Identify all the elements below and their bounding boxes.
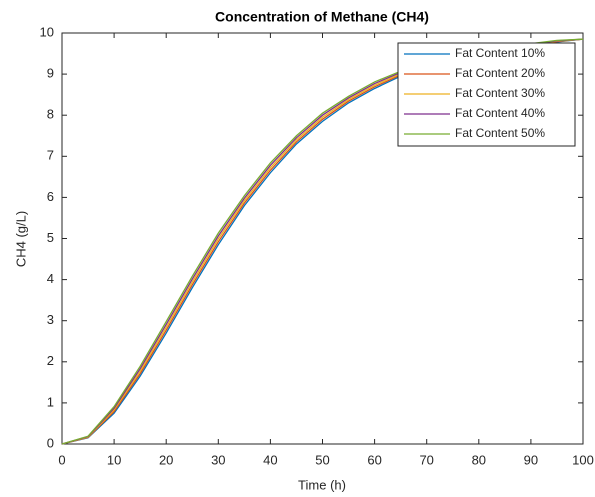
x-tick-label: 50 <box>315 452 329 467</box>
y-tick-label: 5 <box>47 230 54 245</box>
legend-label: Fat Content 20% <box>455 66 545 80</box>
y-tick-label: 9 <box>47 66 54 81</box>
y-tick-label: 2 <box>47 353 54 368</box>
y-tick-label: 8 <box>47 107 54 122</box>
x-tick-label: 0 <box>58 452 65 467</box>
x-tick-label: 100 <box>572 452 594 467</box>
x-tick-label: 30 <box>211 452 225 467</box>
legend-label: Fat Content 40% <box>455 106 545 120</box>
chart-title: Concentration of Methane (CH4) <box>215 9 429 25</box>
y-tick-label: 4 <box>47 271 54 286</box>
legend: Fat Content 10% Fat Content 20% Fat Conten… <box>397 42 576 147</box>
y-tick-label: 6 <box>47 189 54 204</box>
x-tick-label: 20 <box>159 452 173 467</box>
legend-label: Fat Content 10% <box>455 46 545 60</box>
legend-label: Fat Content 50% <box>455 126 545 140</box>
x-axis-label: Time (h) <box>298 477 346 492</box>
x-tick-label: 60 <box>367 452 381 467</box>
x-tick-label: 70 <box>419 452 433 467</box>
x-tick-label: 80 <box>472 452 486 467</box>
y-tick-label: 0 <box>47 435 54 450</box>
y-tick-label: 7 <box>47 148 54 163</box>
y-axis-label: CH4 (g/L) <box>13 211 28 267</box>
y-tick-label: 3 <box>47 312 54 327</box>
x-tick-label: 40 <box>263 452 277 467</box>
y-tick-label: 1 <box>47 394 54 409</box>
legend-label: Fat Content 30% <box>455 86 545 100</box>
x-tick-label: 10 <box>107 452 121 467</box>
x-tick-label: 90 <box>524 452 538 467</box>
y-tick-label: 10 <box>40 24 54 39</box>
